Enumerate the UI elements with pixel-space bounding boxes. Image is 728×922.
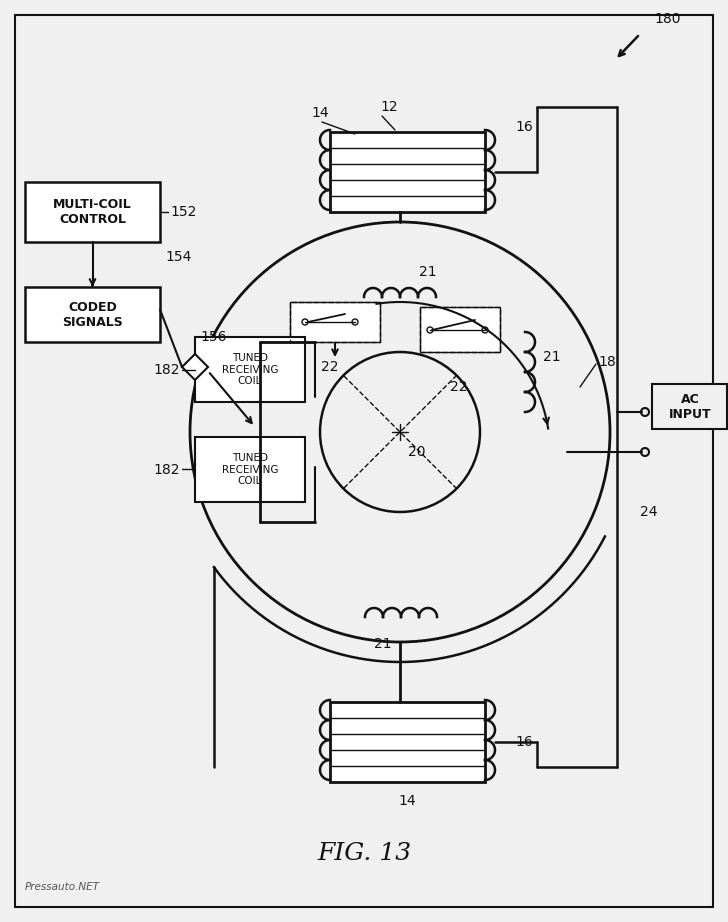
Text: AC
INPUT: AC INPUT [669,393,711,421]
Bar [420,307,500,352]
Polygon shape [182,354,208,380]
Text: 16: 16 [515,735,533,749]
Text: 182: 182 [154,362,180,376]
Bar [290,302,380,342]
Text: Pressauto.NET: Pressauto.NET [25,882,100,892]
Text: TUNED
RECEIVING
COIL: TUNED RECEIVING COIL [222,453,278,486]
Text: 180: 180 [654,12,681,26]
Bar [652,384,727,429]
Text: 14: 14 [399,794,416,808]
Bar [330,132,485,212]
Text: 18: 18 [598,355,616,369]
Text: 20: 20 [408,445,425,459]
Text: 21: 21 [543,350,561,364]
Bar [195,437,305,502]
Text: 24: 24 [640,505,657,519]
Text: 22: 22 [321,360,339,374]
Text: CODED
SIGNALS: CODED SIGNALS [62,301,123,328]
Text: MULTI-COIL
CONTROL: MULTI-COIL CONTROL [53,198,132,226]
Bar [330,702,485,782]
Text: 154: 154 [165,250,191,264]
Text: 156: 156 [200,330,226,344]
Text: 16: 16 [515,120,533,134]
Text: TUNED
RECEIVING
COIL: TUNED RECEIVING COIL [222,353,278,386]
Text: 182: 182 [154,463,180,477]
Text: 14: 14 [311,106,329,120]
Text: 152: 152 [170,205,197,219]
Text: 21: 21 [374,637,392,651]
Bar [25,182,160,242]
Bar [25,287,160,342]
Bar [195,337,305,402]
Text: 21: 21 [419,265,437,279]
Text: 12: 12 [380,100,397,114]
Text: 22: 22 [450,380,467,394]
Text: FIG. 13: FIG. 13 [317,843,411,866]
